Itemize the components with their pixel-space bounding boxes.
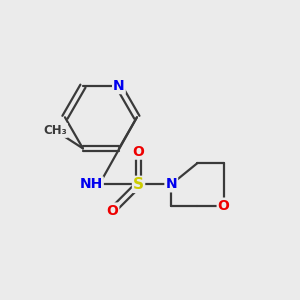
Text: N: N	[113, 79, 125, 93]
Text: N: N	[166, 177, 177, 191]
Text: O: O	[106, 203, 118, 218]
Text: NH: NH	[80, 177, 103, 191]
Text: S: S	[133, 177, 144, 192]
Text: CH₃: CH₃	[43, 124, 67, 137]
Text: O: O	[133, 145, 145, 159]
Text: O: O	[218, 199, 230, 213]
